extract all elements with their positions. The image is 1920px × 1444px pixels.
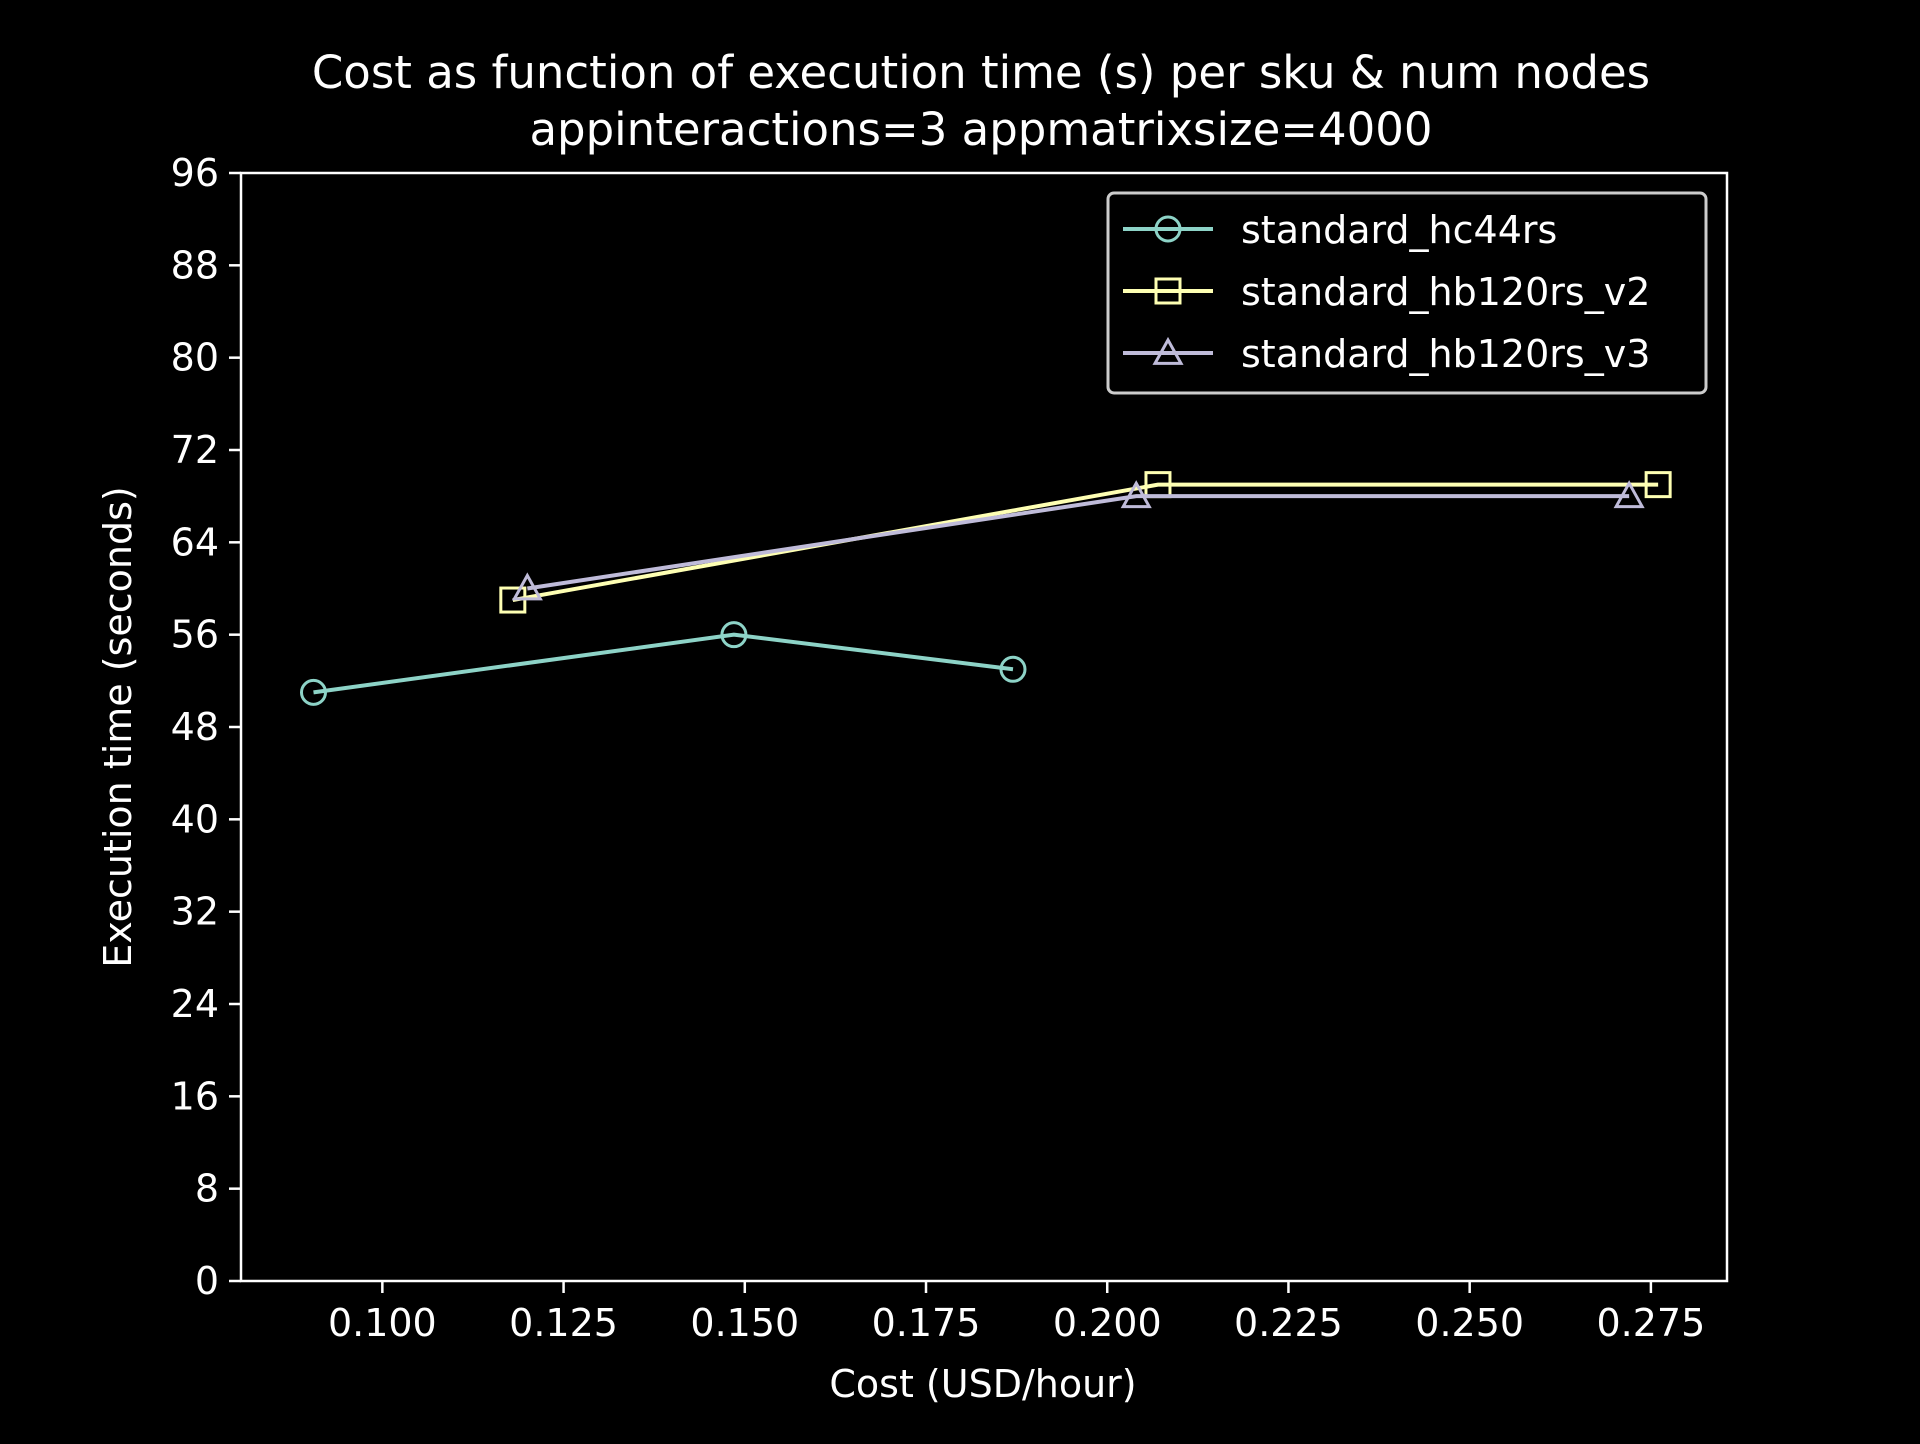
y-tick-label: 32	[171, 890, 219, 934]
legend-box	[1106, 191, 1708, 395]
x-tick-label: 0.175	[872, 1301, 981, 1345]
y-tick-label: 72	[171, 428, 219, 472]
data-point	[1613, 480, 1645, 509]
y-tick-label: 48	[171, 705, 219, 749]
x-tick-label: 0.150	[690, 1301, 799, 1345]
y-axis-label: Execution time (seconds)	[96, 486, 140, 967]
data-point	[299, 678, 327, 706]
legend: standard_hc44rs standard_hb120rs_v2standa…	[1106, 191, 1708, 395]
legend-marker	[1154, 277, 1182, 305]
x-axis-label: Cost (USD/hour)	[829, 1362, 1136, 1406]
y-tick-label: 0	[195, 1259, 219, 1303]
series-line	[512, 482, 1659, 603]
x-tick-label: 0.100	[328, 1301, 437, 1345]
series-standard_hb120rs_v2	[499, 471, 1672, 614]
legend-label: standard_hb120rs_v2	[1241, 270, 1650, 314]
x-tick-label: 0.250	[1415, 1301, 1524, 1345]
data-point	[1644, 471, 1672, 499]
y-tick-label: 40	[171, 797, 219, 841]
series-layer	[299, 471, 1672, 706]
y-tick-label: 88	[171, 243, 219, 287]
series-standard_hc44rs	[299, 621, 1027, 706]
y-tick-label: 96	[171, 151, 219, 195]
series-line	[527, 494, 1630, 591]
x-tick-label: 0.225	[1234, 1301, 1343, 1345]
series-standard_hb120rs_v3	[511, 480, 1645, 601]
legend-marker	[1152, 336, 1184, 365]
chart-subtitle: appinteractions=3 appmatrixsize=4000	[529, 103, 1432, 156]
data-point	[999, 655, 1027, 683]
axis-ticks: 0.100 0.125 0.150 0.175 0.200 0.225 0.250 0.275…	[171, 151, 1706, 1345]
data-point	[720, 621, 748, 649]
x-tick-label: 0.275	[1596, 1301, 1705, 1345]
series-line	[313, 632, 1014, 695]
plot-frame	[239, 171, 1729, 1283]
chart-title: Cost as function of execution time (s) p…	[312, 46, 1650, 99]
data-point	[511, 572, 543, 601]
y-tick-label: 8	[195, 1167, 219, 1211]
data-point	[1120, 480, 1152, 509]
y-tick-label: 16	[171, 1074, 219, 1118]
x-tick-label: 0.125	[509, 1301, 618, 1345]
y-tick-label: 64	[171, 520, 219, 564]
y-tick-label: 56	[171, 613, 219, 657]
x-tick-label: 0.200	[1053, 1301, 1162, 1345]
legend-label: standard_hb120rs_v3	[1241, 332, 1650, 376]
legend-marker	[1154, 215, 1182, 243]
y-tick-label: 24	[171, 982, 219, 1026]
y-tick-label: 80	[171, 336, 219, 380]
legend-label: standard_hc44rs	[1241, 208, 1557, 252]
